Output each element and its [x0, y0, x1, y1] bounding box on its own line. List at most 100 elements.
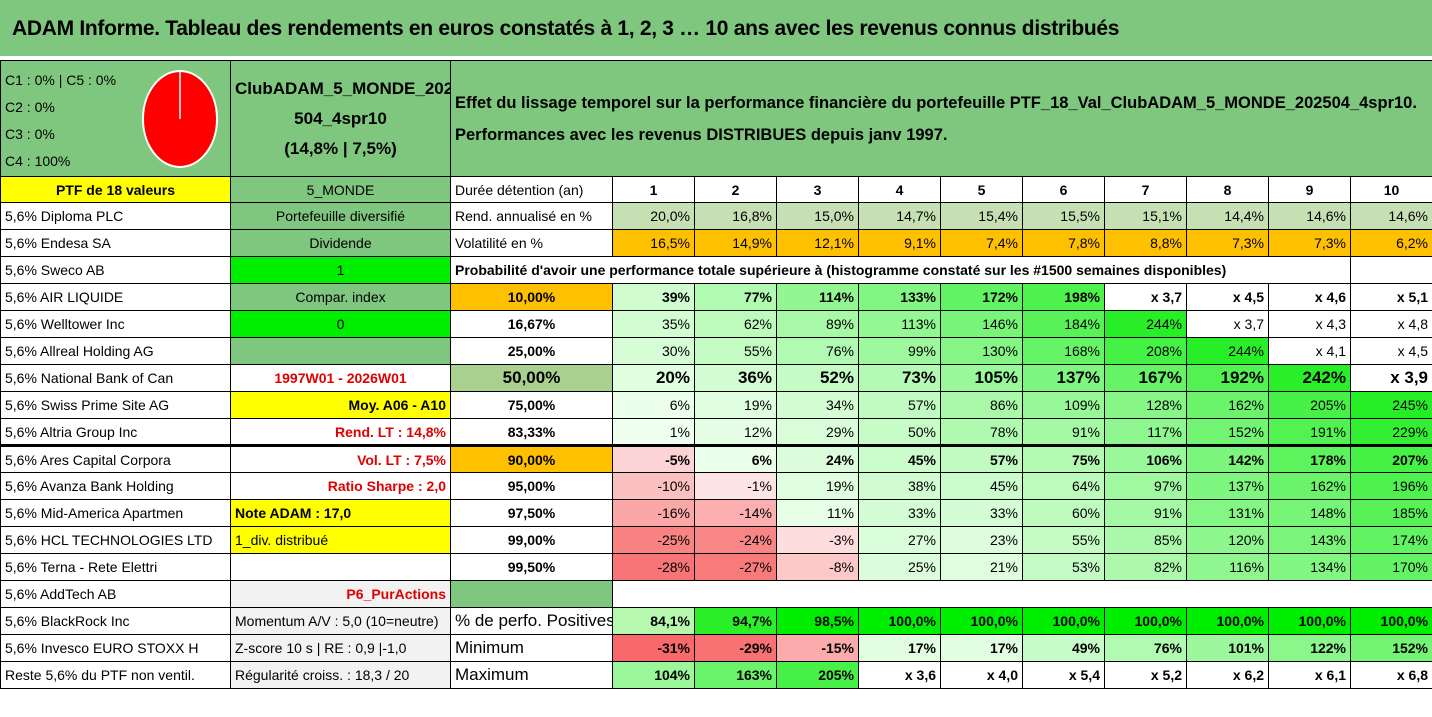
probability-value: 19% — [776, 472, 859, 500]
probability-value: 172% — [940, 283, 1023, 311]
stat-value: 94,7% — [694, 607, 777, 635]
stat-value: 205% — [776, 661, 859, 689]
probability-value: 192% — [1186, 364, 1269, 392]
probability-value: 62% — [694, 310, 777, 338]
stat-value: x 6,8 — [1349, 661, 1432, 689]
probability-value: x 3,9 — [1349, 364, 1432, 392]
probability-value: 57% — [858, 391, 941, 419]
stat-value: x 3,6 — [858, 661, 941, 689]
probability-value: 30% — [612, 337, 695, 365]
probability-value: 191% — [1268, 418, 1351, 446]
probability-value: x 3,7 — [1104, 283, 1187, 311]
probability-value: 12% — [694, 418, 777, 446]
holding-name: 5,6% Swiss Prime Site AG — [0, 391, 231, 419]
probability-threshold: 95,00% — [450, 472, 613, 500]
side-info-cell: Dividende — [230, 229, 451, 257]
holding-name: 5,6% Endesa SA — [0, 229, 231, 257]
empty-green-cell — [450, 580, 613, 608]
empty-cell — [941, 581, 1023, 608]
probability-value: 77% — [694, 283, 777, 311]
probability-value: 184% — [1022, 310, 1105, 338]
probability-value: 99% — [858, 337, 941, 365]
probability-value: 29% — [776, 418, 859, 446]
stat-value: 100,0% — [1022, 607, 1105, 635]
probability-threshold: 10,00% — [450, 283, 613, 311]
table-row: 5,6% Invesco EURO STOXX H Z-score 10 s | … — [0, 634, 1432, 662]
probability-value: 146% — [940, 310, 1023, 338]
stat-value: x 6,2 — [1186, 661, 1269, 689]
probability-value: 105% — [940, 364, 1023, 392]
year-header-8: 8 — [1186, 176, 1269, 203]
holding-name: 5,6% AIR LIQUIDE — [0, 283, 231, 311]
probability-value: 113% — [858, 310, 941, 338]
probability-value: 91% — [1104, 499, 1187, 527]
probability-value: 196% — [1349, 472, 1432, 500]
probability-value: 162% — [1268, 472, 1351, 500]
probability-value: -14% — [694, 499, 777, 527]
description-line2: Performances avec les revenus DISTRIBUES… — [455, 125, 948, 144]
probability-value: 27% — [858, 526, 941, 554]
table-row: 5,6% Mid-America Apartmen Note ADAM : 17,… — [0, 499, 1432, 527]
table-row: 5,6% Avanza Bank Holding Ratio Sharpe : 2… — [0, 472, 1432, 500]
probability-value: x 5,1 — [1349, 283, 1432, 311]
holding-name: 5,6% Welltower Inc — [0, 310, 231, 338]
empty-cell — [777, 581, 859, 608]
probability-value: 142% — [1186, 444, 1269, 473]
probability-value: x 4,5 — [1186, 283, 1269, 311]
side-info-cell: Moy. A06 - A10 — [230, 391, 451, 419]
vol-value: 7,4% — [940, 229, 1023, 257]
empty-cell — [1187, 581, 1269, 608]
side-info-cell: 1_div. distribué — [230, 526, 451, 554]
zone-label: 5_MONDE — [230, 176, 451, 203]
side-info-cell: 1 — [230, 256, 451, 284]
probability-value: 89% — [776, 310, 859, 338]
holding-name: 5,6% Mid-America Apartmen — [0, 499, 231, 527]
stat-label: Maximum — [450, 661, 613, 689]
probability-value: 39% — [612, 283, 695, 311]
probability-value: x 4,5 — [1349, 337, 1432, 365]
side-info-cell: Z-score 10 s | RE : 0,9 |-1,0 — [230, 634, 451, 662]
probability-value: 1% — [612, 418, 695, 446]
empty-cell — [859, 581, 941, 608]
table-row: 5,6% Swiss Prime Site AG Moy. A06 - A10 75… — [0, 391, 1432, 419]
probability-value: 97% — [1104, 472, 1187, 500]
empty-cell — [1269, 581, 1351, 608]
stat-value: x 5,4 — [1022, 661, 1105, 689]
table-row: 5,6% BlackRock Inc Momentum A/V : 5,0 (10… — [0, 607, 1432, 635]
stat-value: -15% — [776, 634, 859, 662]
probability-value: 245% — [1349, 391, 1432, 419]
probability-value: 242% — [1268, 364, 1351, 392]
probability-value: 11% — [776, 499, 859, 527]
side-info-cell: Note ADAM : 17,0 — [230, 499, 451, 527]
probability-value: 82% — [1104, 553, 1187, 581]
stat-value: 100,0% — [1186, 607, 1269, 635]
probability-threshold: 83,33% — [450, 418, 613, 446]
side-info-cell — [230, 553, 451, 581]
probability-value: 116% — [1186, 553, 1269, 581]
probability-value: 34% — [776, 391, 859, 419]
side-info-cell: P6_PurActions — [230, 580, 451, 608]
probability-value: 25% — [858, 553, 941, 581]
year-header-9: 9 — [1268, 176, 1351, 203]
holding-name: 5,6% Allreal Holding AG — [0, 337, 231, 365]
probability-value: 21% — [940, 553, 1023, 581]
probability-value: 23% — [940, 526, 1023, 554]
empty-cell — [1351, 581, 1432, 608]
holding-name: 5,6% HCL TECHNOLOGIES LTD — [0, 526, 231, 554]
empty-cell — [1349, 256, 1432, 284]
probability-value: 38% — [858, 472, 941, 500]
rend-value: 16,8% — [694, 202, 777, 230]
category-cell: C1 : 0% | C5 : 0% C2 : 0% C3 : 0% C4 : 1… — [0, 60, 231, 177]
header-row: C1 : 0% | C5 : 0% C2 : 0% C3 : 0% C4 : 1… — [0, 60, 1432, 177]
vol-value: 14,9% — [694, 229, 777, 257]
probability-value: 85% — [1104, 526, 1187, 554]
probability-value: 207% — [1349, 444, 1432, 473]
probability-threshold: 25,00% — [450, 337, 613, 365]
year-header-10: 10 — [1349, 176, 1432, 203]
year-header-7: 7 — [1104, 176, 1187, 203]
category-c1-c5: C1 : 0% | C5 : 0% — [5, 72, 117, 88]
probability-value: 185% — [1349, 499, 1432, 527]
probability-value: 114% — [776, 283, 859, 311]
rend-value: 15,5% — [1022, 202, 1105, 230]
probability-value: 134% — [1268, 553, 1351, 581]
